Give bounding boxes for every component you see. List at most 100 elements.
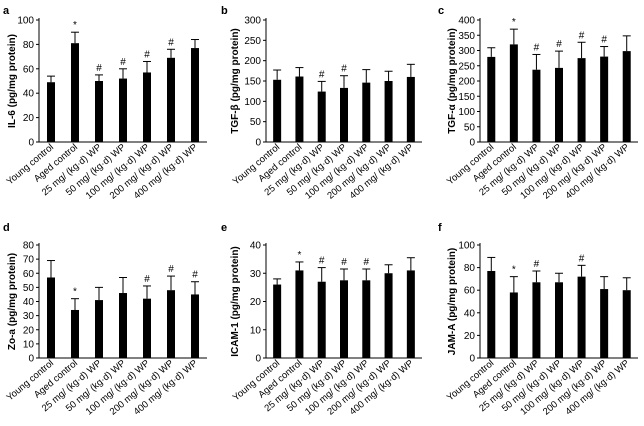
y-tick-label: 40: [23, 89, 35, 100]
y-tick-label: 200: [458, 77, 475, 88]
significance-marker: #: [534, 42, 540, 53]
bar: [167, 57, 175, 142]
bar: [71, 43, 79, 142]
bar: [317, 281, 326, 358]
y-tick-label: 150: [458, 92, 475, 103]
significance-marker: #: [579, 253, 585, 264]
significance-marker: #: [364, 257, 370, 268]
bar: [47, 82, 55, 142]
bar: [71, 309, 79, 358]
y-axis-label: IL-6 (pg/mg protein): [7, 34, 18, 128]
bar: [167, 290, 175, 358]
significance-marker: #: [341, 64, 347, 75]
y-axis-label: Zo-a (pg/mg protein): [7, 253, 18, 350]
bar: [384, 273, 393, 358]
y-tick-label: 70: [23, 255, 35, 266]
significance-marker: #: [192, 270, 198, 281]
significance-marker: #: [168, 264, 174, 275]
significance-marker: #: [144, 49, 150, 60]
y-tick-label: 250: [244, 36, 261, 47]
y-tick-label: 300: [458, 46, 475, 57]
significance-marker: #: [341, 257, 347, 268]
panel-letter: e: [221, 222, 227, 234]
y-tick-label: 0: [469, 354, 475, 365]
bar: [119, 78, 127, 142]
bar: [273, 79, 282, 142]
y-tick-label: 0: [255, 354, 261, 365]
bar: [317, 91, 326, 142]
y-tick-label: 150: [244, 77, 261, 88]
bar: [119, 293, 127, 358]
y-tick-label: 20: [23, 113, 35, 124]
panel-letter: d: [3, 222, 10, 234]
bar: [384, 81, 393, 142]
bar: [622, 51, 631, 142]
y-axis-label: TGF-β (pg/mg protein): [230, 28, 241, 134]
bar: [555, 67, 563, 142]
bar: [532, 282, 541, 358]
y-tick-label: 0: [469, 138, 475, 149]
y-tick-label: 30: [250, 269, 262, 280]
bar: [95, 300, 103, 358]
y-tick-label: 40: [250, 241, 262, 252]
bar: [406, 76, 415, 142]
significance-marker: #: [534, 259, 540, 270]
bar: [191, 48, 199, 143]
bar: [362, 82, 371, 142]
y-tick-label: 60: [23, 269, 35, 280]
bar: [362, 280, 371, 358]
y-axis-label: ICAM-1 (pg/mg protein): [230, 246, 241, 357]
bar: [509, 292, 518, 358]
y-tick-label: 80: [464, 263, 476, 274]
y-tick-label: 350: [458, 31, 475, 42]
bar: [143, 72, 151, 142]
bar: [600, 56, 609, 142]
y-tick-label: 400: [458, 16, 475, 27]
significance-marker: #: [120, 57, 126, 68]
bar: [340, 280, 348, 358]
bar: [295, 76, 304, 142]
y-tick-label: 250: [458, 61, 475, 72]
y-tick-label: 10: [250, 325, 262, 336]
significance-marker: *: [512, 17, 516, 28]
significance-marker: #: [168, 37, 174, 48]
bar: [406, 270, 415, 358]
bar: [295, 270, 304, 358]
y-tick-label: 200: [244, 56, 261, 67]
significance-marker: *: [73, 20, 77, 31]
y-tick-label: 100: [17, 16, 34, 27]
bar: [47, 277, 55, 358]
significance-marker: #: [319, 69, 325, 80]
y-tick-label: 30: [23, 311, 35, 322]
panel-letter: c: [438, 5, 444, 17]
significance-marker: #: [319, 256, 325, 267]
y-tick-label: 0: [255, 138, 261, 149]
y-tick-label: 40: [23, 297, 35, 308]
bar: [532, 69, 541, 142]
y-tick-label: 100: [458, 241, 475, 252]
significance-marker: *: [73, 287, 77, 298]
y-tick-label: 40: [464, 308, 476, 319]
significance-marker: #: [96, 63, 102, 74]
bar: [191, 294, 199, 358]
bar: [509, 44, 518, 142]
panel-letter: b: [221, 5, 228, 17]
bar: [273, 284, 282, 358]
y-tick-label: 50: [250, 117, 262, 128]
significance-marker: *: [297, 250, 301, 261]
bar: [622, 290, 631, 358]
chart-panel-d: dZo-a (pg/mg protein)01020304050607080Yo…: [3, 222, 207, 418]
panel-letter: f: [438, 222, 442, 234]
bar: [555, 282, 563, 358]
bar: [577, 58, 586, 142]
bar: [143, 298, 151, 358]
significance-marker: #: [556, 39, 562, 50]
y-tick-label: 10: [23, 339, 35, 350]
y-tick-label: 80: [23, 40, 35, 51]
